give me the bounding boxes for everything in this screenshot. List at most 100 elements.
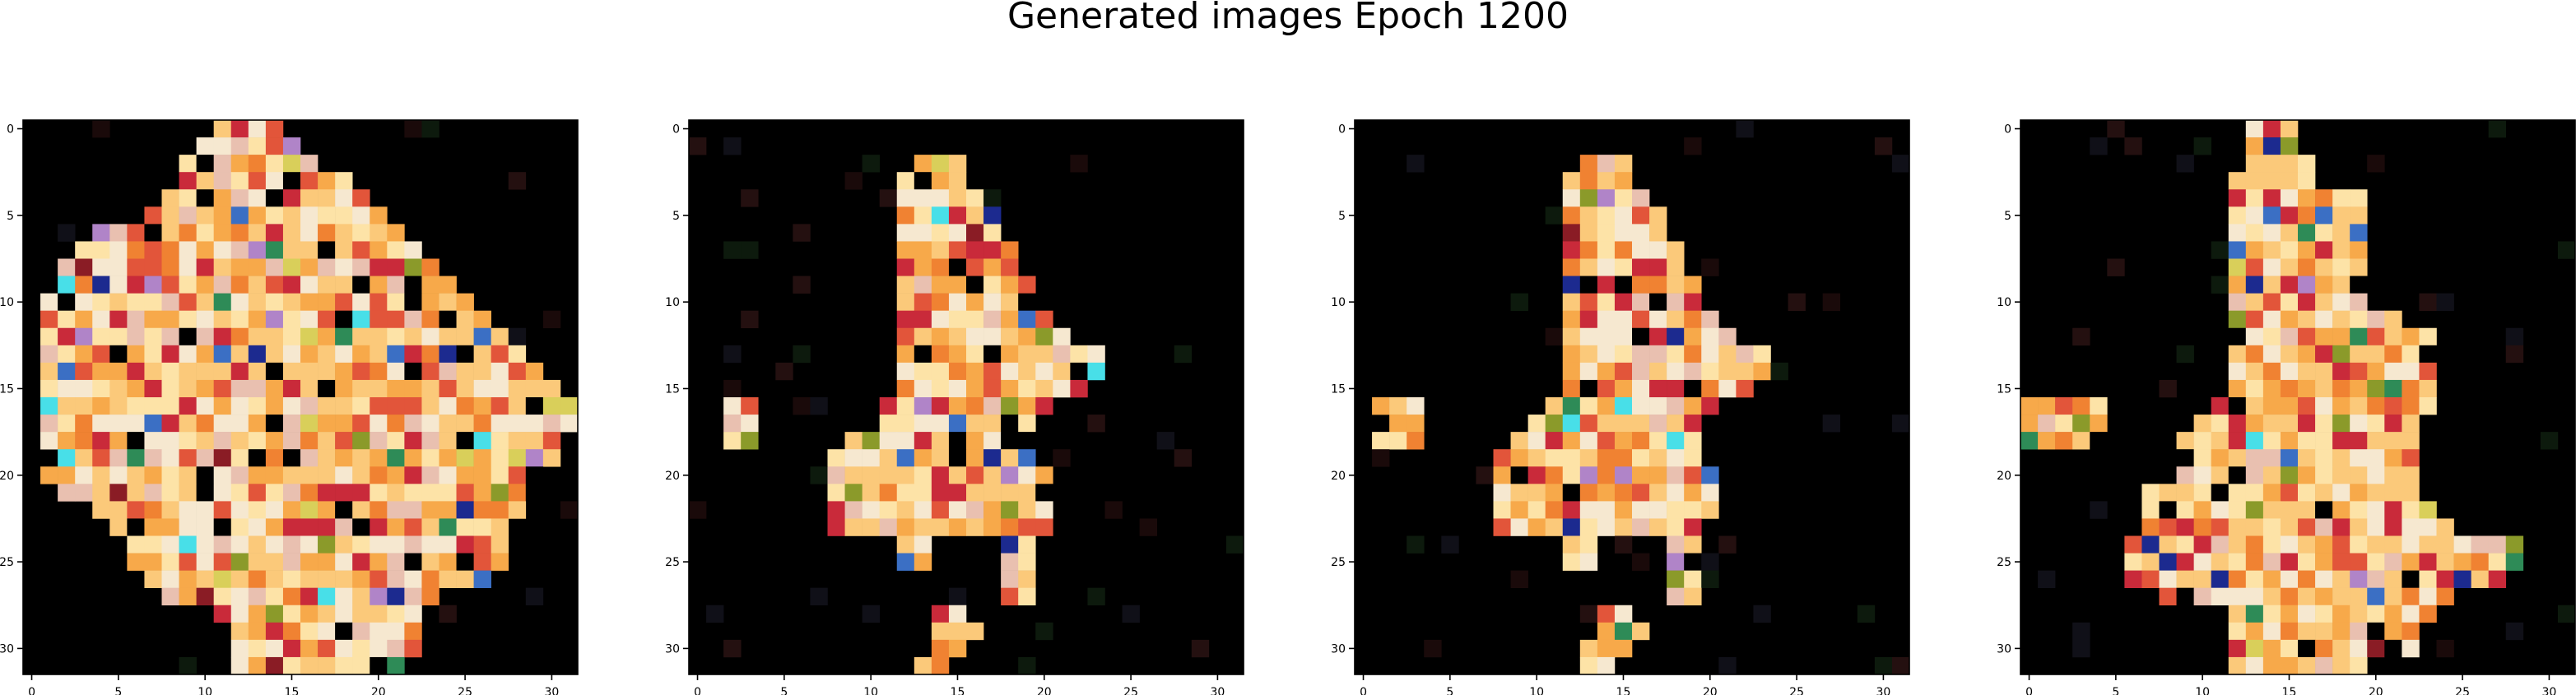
pixel bbox=[2315, 466, 2333, 484]
pixel bbox=[58, 432, 76, 450]
pixel bbox=[1053, 379, 1071, 398]
pixel bbox=[1579, 310, 1598, 329]
pixel bbox=[983, 466, 1002, 484]
pixel bbox=[2298, 570, 2316, 588]
pixel bbox=[1632, 189, 1650, 207]
pixel bbox=[282, 605, 301, 623]
pixel bbox=[2228, 535, 2247, 554]
pixel bbox=[300, 172, 319, 190]
pixel bbox=[2124, 570, 2142, 588]
pixel bbox=[1649, 276, 1667, 294]
pixel bbox=[931, 415, 950, 433]
pixel bbox=[179, 172, 197, 190]
pixel bbox=[2384, 535, 2402, 554]
pixel bbox=[2298, 155, 2316, 173]
pixel bbox=[300, 570, 319, 588]
pixel bbox=[248, 466, 267, 484]
pixel bbox=[948, 484, 967, 502]
pixel bbox=[2262, 605, 2281, 623]
pixel bbox=[2315, 310, 2333, 329]
pixel bbox=[2228, 449, 2247, 467]
pixel bbox=[1649, 397, 1667, 415]
pixel bbox=[2245, 432, 2264, 450]
pixel bbox=[2211, 466, 2230, 484]
pixel bbox=[213, 345, 232, 364]
x-tick-label: 5 bbox=[114, 686, 122, 695]
pixel bbox=[2124, 137, 2142, 155]
pixel bbox=[352, 535, 370, 554]
pixel bbox=[2193, 570, 2211, 588]
pixel bbox=[2228, 518, 2247, 536]
pixel bbox=[706, 605, 724, 623]
pixel bbox=[2298, 553, 2316, 571]
pixel bbox=[2384, 397, 2402, 415]
pixel bbox=[213, 587, 232, 606]
pixel bbox=[2402, 535, 2420, 554]
pixel bbox=[282, 327, 301, 346]
pixel bbox=[196, 327, 214, 346]
pixel bbox=[318, 535, 336, 554]
pixel bbox=[2332, 587, 2350, 606]
pixel bbox=[2020, 397, 2039, 415]
pixel bbox=[387, 535, 405, 554]
pixel bbox=[2332, 535, 2350, 554]
pixel bbox=[2367, 587, 2385, 606]
pixel bbox=[387, 310, 405, 329]
pixel bbox=[335, 518, 353, 536]
pixel bbox=[2315, 379, 2333, 398]
pixel bbox=[92, 120, 110, 138]
pixel bbox=[948, 518, 967, 536]
pixel bbox=[1527, 484, 1546, 502]
pixel bbox=[370, 484, 388, 502]
pixel bbox=[2211, 535, 2230, 554]
pixel bbox=[1545, 327, 1564, 346]
pixel bbox=[983, 189, 1002, 207]
pixel bbox=[2280, 484, 2299, 502]
pixel bbox=[40, 293, 58, 311]
pixel bbox=[387, 466, 405, 484]
pixel bbox=[2262, 293, 2281, 311]
pixel bbox=[282, 137, 301, 155]
pixel bbox=[896, 241, 915, 259]
pixel bbox=[966, 258, 984, 276]
pixel bbox=[2436, 570, 2454, 588]
pixel bbox=[2367, 345, 2385, 364]
pixel bbox=[109, 449, 128, 467]
pixel bbox=[473, 484, 491, 502]
pixel bbox=[196, 518, 214, 536]
pixel bbox=[335, 449, 353, 467]
pixel bbox=[1579, 553, 1598, 571]
pixel bbox=[1424, 639, 1442, 658]
pixel bbox=[1545, 415, 1564, 433]
pixel bbox=[473, 535, 491, 554]
pixel bbox=[230, 622, 249, 641]
pixel bbox=[2367, 518, 2385, 536]
pixel bbox=[1001, 293, 1019, 311]
pixel bbox=[2298, 605, 2316, 623]
pixel bbox=[265, 518, 284, 536]
pixel bbox=[404, 120, 422, 138]
pixel bbox=[179, 379, 197, 398]
pixel bbox=[1597, 449, 1616, 467]
pixel bbox=[179, 293, 197, 311]
pixel bbox=[1597, 224, 1616, 242]
pixel bbox=[404, 484, 422, 502]
pixel bbox=[1667, 449, 1685, 467]
pixel bbox=[2350, 570, 2368, 588]
pixel bbox=[844, 484, 863, 502]
pixel bbox=[144, 535, 162, 554]
pixel bbox=[300, 155, 319, 173]
pixel bbox=[318, 362, 336, 381]
pixel bbox=[2367, 501, 2385, 519]
pixel bbox=[948, 189, 967, 207]
pixel bbox=[491, 449, 509, 467]
pixel bbox=[318, 189, 336, 207]
pixel bbox=[2228, 172, 2247, 190]
pixel bbox=[723, 345, 742, 364]
pixel bbox=[948, 639, 967, 658]
pixel bbox=[2298, 327, 2316, 346]
pixel bbox=[844, 432, 863, 450]
pixel bbox=[2315, 293, 2333, 311]
pixel bbox=[2245, 501, 2264, 519]
pixel bbox=[196, 553, 214, 571]
